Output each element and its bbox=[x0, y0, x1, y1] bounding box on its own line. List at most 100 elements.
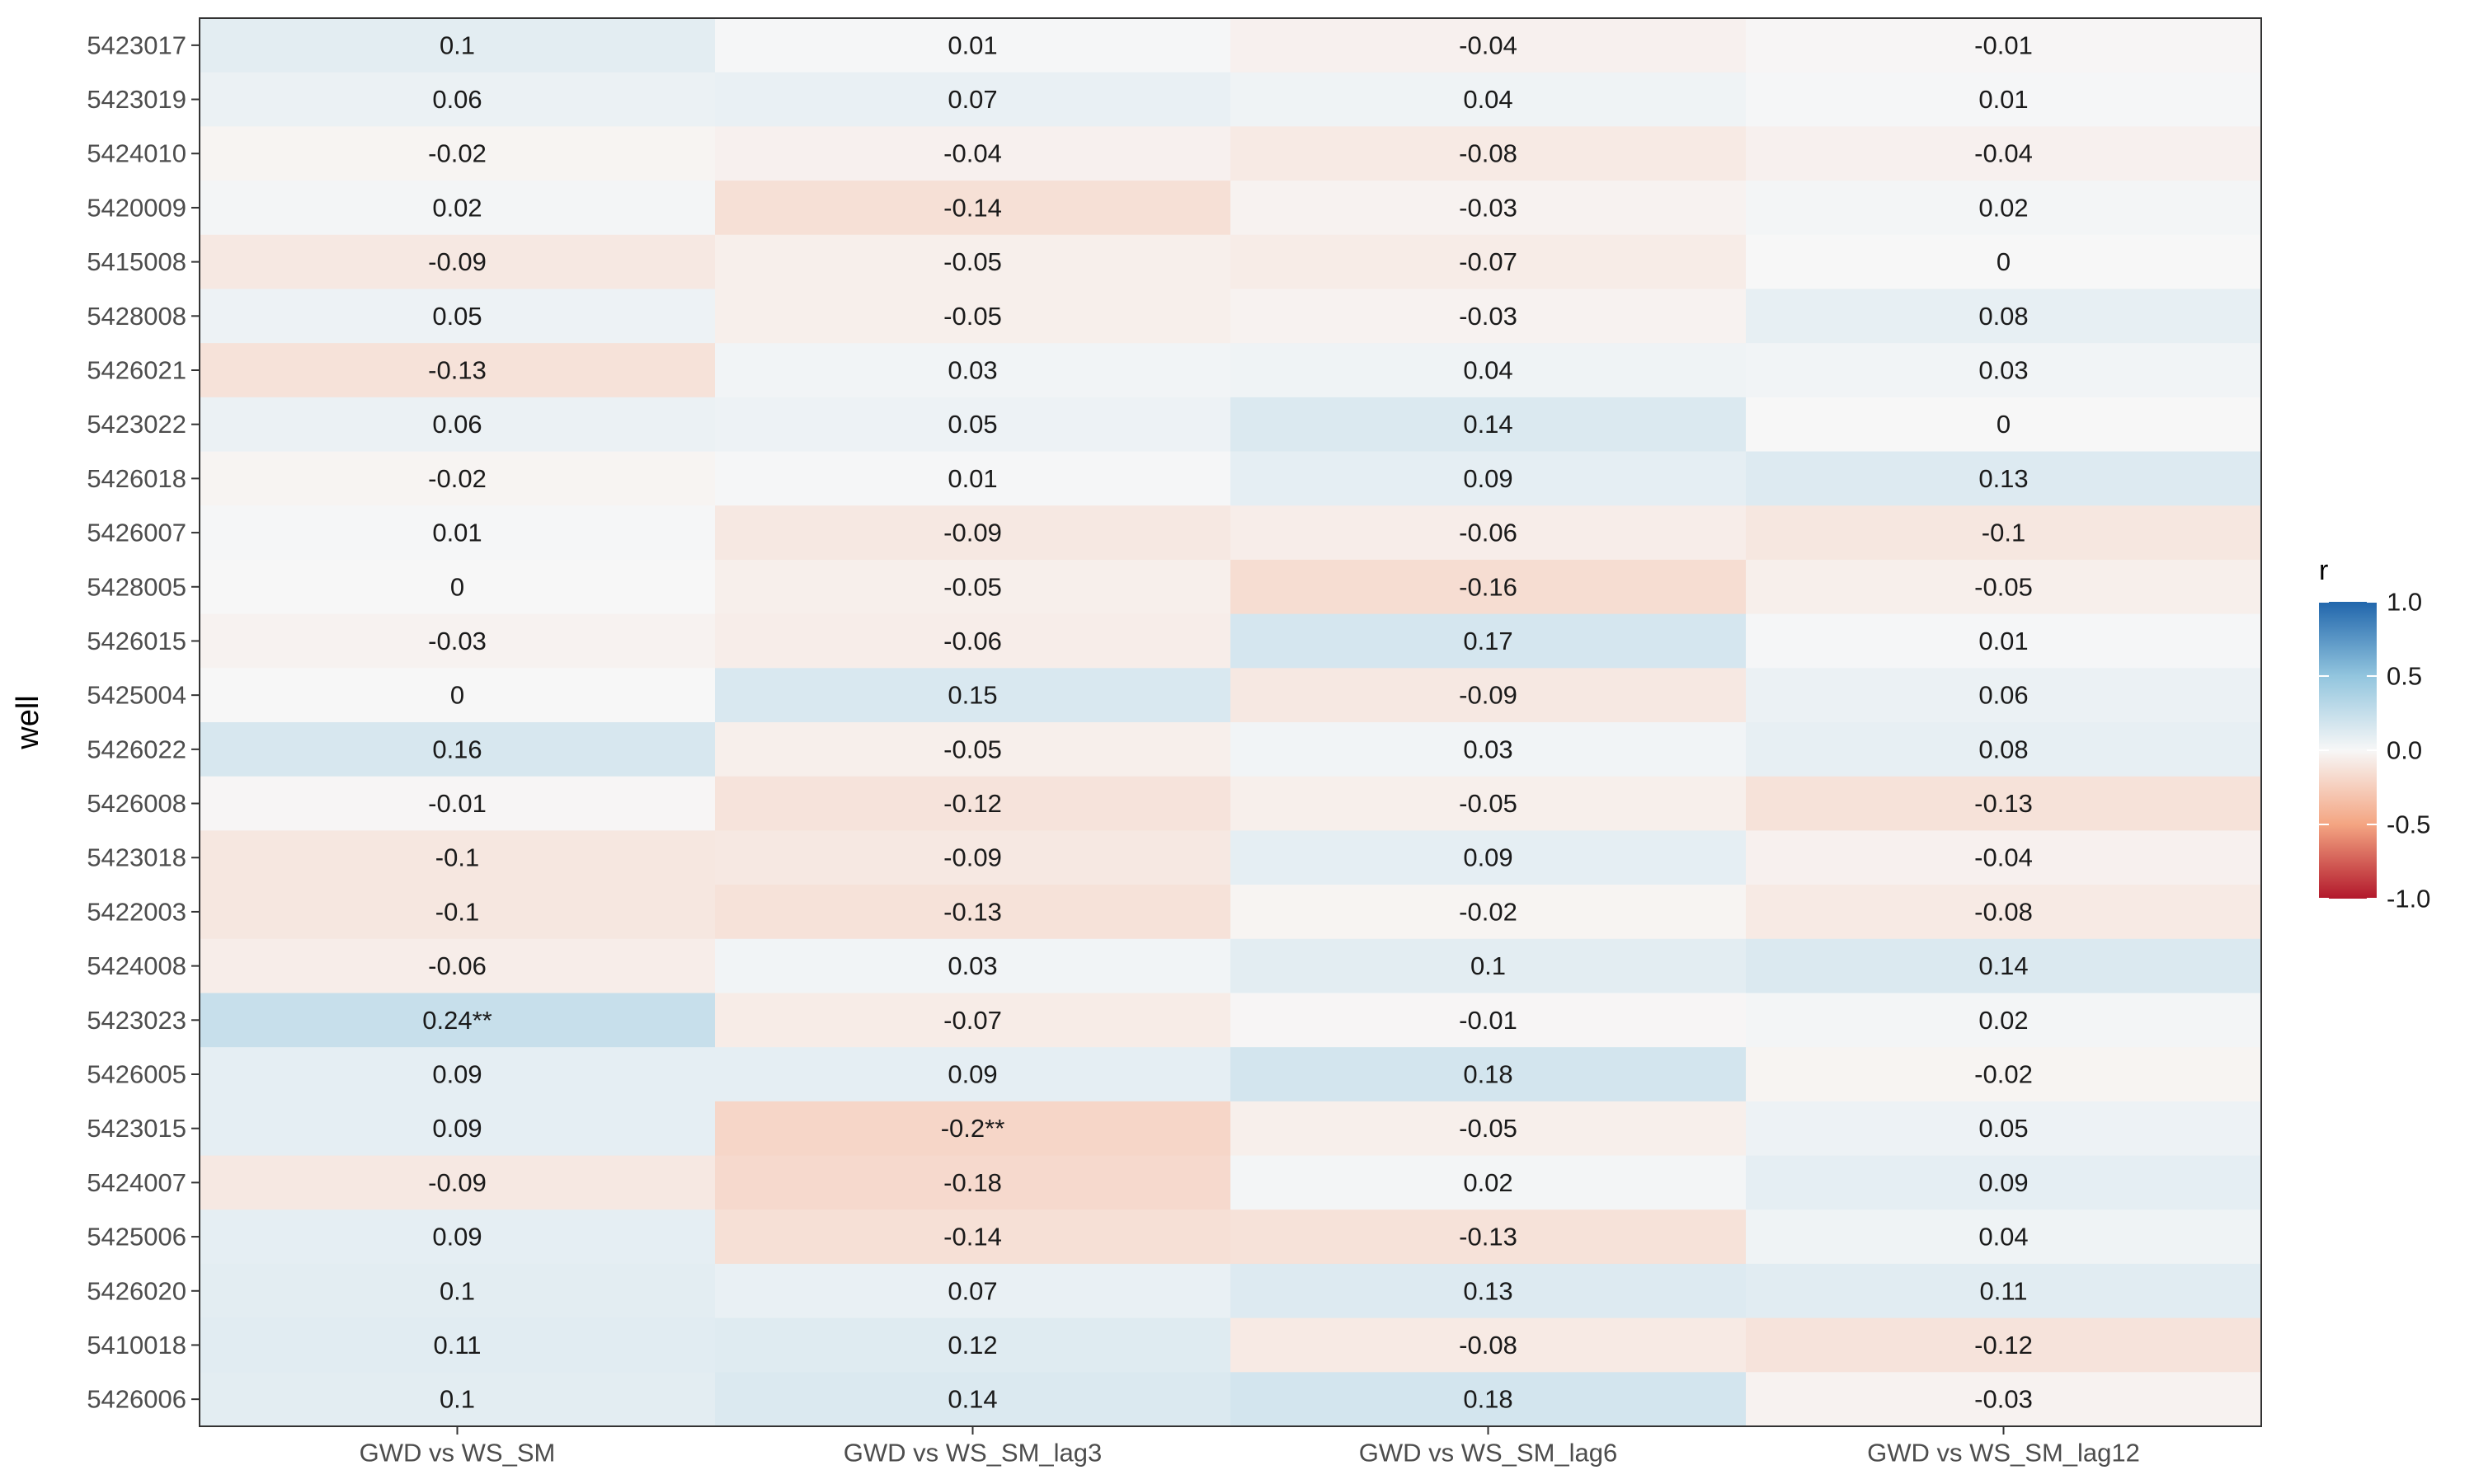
cell-value-label: 0.03 bbox=[1978, 356, 2028, 385]
cell-value-label: -0.05 bbox=[943, 247, 1002, 276]
heatmap-cell bbox=[715, 722, 1231, 777]
heatmap-cell bbox=[715, 1101, 1231, 1157]
cell-value-label: 0.24** bbox=[422, 1006, 492, 1035]
heatmap-cell bbox=[1746, 126, 2262, 181]
y-tick-label: 5426007 bbox=[87, 519, 186, 547]
heatmap-cell bbox=[200, 613, 716, 669]
cell-value-label: -0.13 bbox=[428, 356, 487, 385]
heatmap-cell bbox=[200, 72, 716, 127]
heatmap-cell bbox=[1746, 397, 2262, 453]
cell-value-label: 0.1 bbox=[440, 1276, 475, 1305]
y-tick-label: 5425006 bbox=[87, 1223, 186, 1252]
heatmap-cell bbox=[1230, 830, 1747, 885]
heatmap-cell bbox=[1230, 1263, 1747, 1319]
cell-value-label: 0.08 bbox=[1978, 735, 2028, 763]
cell-value-label: 0.09 bbox=[432, 1114, 482, 1143]
heatmap-cell bbox=[200, 289, 716, 344]
cell-value-label: -0.02 bbox=[1974, 1060, 2033, 1089]
cell-value-label: -0.07 bbox=[1459, 247, 1517, 276]
cell-value-label: 0.1 bbox=[1470, 951, 1506, 980]
heatmap-cell bbox=[1230, 72, 1747, 127]
heatmap-cell bbox=[715, 1155, 1231, 1210]
cell-value-label: -0.05 bbox=[943, 302, 1002, 331]
legend-tick-label: 0.0 bbox=[2387, 736, 2422, 765]
heatmap-cell bbox=[1230, 397, 1747, 453]
cell-value-label: 0.02 bbox=[1978, 1006, 2028, 1035]
heatmap-cells bbox=[200, 18, 2262, 1427]
cell-value-label: -0.12 bbox=[943, 789, 1002, 818]
heatmap-cell bbox=[1746, 1047, 2262, 1102]
heatmap-cell bbox=[1230, 505, 1747, 561]
cell-value-label: 0.07 bbox=[948, 1276, 997, 1305]
y-tick-label: 5415008 bbox=[87, 247, 186, 276]
heatmap-cell bbox=[1746, 343, 2262, 398]
heatmap-cell bbox=[715, 234, 1231, 289]
heatmap-cell bbox=[200, 1101, 716, 1157]
cell-value-label: 0.13 bbox=[1463, 1276, 1512, 1305]
y-tick-label: 5420009 bbox=[87, 193, 186, 222]
heatmap-cell bbox=[1746, 72, 2262, 127]
cell-value-label: 0.05 bbox=[948, 410, 997, 439]
heatmap-cell bbox=[715, 343, 1231, 398]
cell-value-label: -0.2** bbox=[941, 1114, 1005, 1143]
cell-value-label: -0.18 bbox=[943, 1168, 1002, 1197]
cell-value-label: -0.03 bbox=[1459, 193, 1517, 222]
cell-value-label: 0.11 bbox=[1979, 1276, 2027, 1305]
heatmap-cell bbox=[1230, 126, 1747, 181]
cell-value-label: -0.08 bbox=[1974, 897, 2033, 926]
y-tick-label: 5423015 bbox=[87, 1114, 186, 1143]
cell-value-label: -0.02 bbox=[428, 139, 487, 168]
heatmap-cell bbox=[1230, 938, 1747, 993]
cell-value-label: -0.05 bbox=[943, 572, 1002, 601]
cell-value-label: 0.02 bbox=[1463, 1168, 1512, 1197]
heatmap-cell bbox=[1746, 451, 2262, 506]
heatmap-cell bbox=[1230, 1047, 1747, 1102]
heatmap-cell bbox=[1746, 289, 2262, 344]
cell-value-label: 0.12 bbox=[948, 1331, 997, 1360]
heatmap-cell bbox=[1230, 234, 1747, 289]
cell-value-label: -0.06 bbox=[428, 951, 487, 980]
cell-value-label: -0.03 bbox=[1459, 302, 1517, 331]
cell-value-label: -0.04 bbox=[1974, 843, 2033, 872]
heatmap-cell bbox=[715, 1263, 1231, 1319]
x-axis: GWD vs WS_SM GWD vs WS_SM_lag3 GWD vs WS_S… bbox=[360, 1426, 2140, 1467]
cell-value-label: 0.14 bbox=[948, 1385, 997, 1414]
heatmap-cell bbox=[200, 993, 716, 1048]
cell-value-label: -0.01 bbox=[1974, 31, 2033, 59]
heatmap-cell bbox=[1746, 1372, 2262, 1427]
cell-value-label: -0.09 bbox=[943, 843, 1002, 872]
heatmap-cell bbox=[715, 1209, 1231, 1265]
cell-value-label: -0.06 bbox=[1459, 519, 1517, 547]
cell-value-label: -0.05 bbox=[1459, 789, 1517, 818]
x-tick-label: GWD vs WS_SM_lag12 bbox=[1867, 1438, 2140, 1467]
cell-value-label: -0.02 bbox=[428, 464, 487, 493]
cell-value-label: -0.06 bbox=[943, 627, 1002, 655]
y-tick-label: 5426005 bbox=[87, 1060, 186, 1089]
heatmap-cell bbox=[200, 830, 716, 885]
heatmap-cell bbox=[715, 289, 1231, 344]
cell-value-label: 0.03 bbox=[1463, 735, 1512, 763]
heatmap-cell bbox=[200, 1372, 716, 1427]
heatmap-cell bbox=[200, 938, 716, 993]
cell-value-label: 0 bbox=[450, 572, 464, 601]
cell-value-label: -0.14 bbox=[943, 1223, 1002, 1252]
heatmap-cell bbox=[1230, 343, 1747, 398]
y-tick-label: 5424007 bbox=[87, 1168, 186, 1197]
cell-value-label: 0.14 bbox=[1463, 410, 1512, 439]
heatmap-cell bbox=[1746, 668, 2262, 723]
cell-value-label: -0.1 bbox=[1982, 519, 2025, 547]
heatmap-cell bbox=[1746, 559, 2262, 615]
heatmap-cell bbox=[1230, 613, 1747, 669]
cell-value-label: 0.01 bbox=[948, 31, 997, 59]
cell-value-label: 0.09 bbox=[948, 1060, 997, 1089]
cell-value-label: 0 bbox=[1997, 410, 2011, 439]
heatmap-cell bbox=[200, 126, 716, 181]
cell-value-label: 0.06 bbox=[432, 85, 482, 114]
legend-title: r bbox=[2319, 555, 2328, 586]
cell-value-label: 0.03 bbox=[948, 951, 997, 980]
heatmap-cell bbox=[1746, 776, 2262, 831]
heatmap-cell bbox=[1230, 1155, 1747, 1210]
cell-value-label: -0.02 bbox=[1459, 897, 1517, 926]
legend-tick-label: -0.5 bbox=[2387, 810, 2430, 839]
heatmap-cell bbox=[1230, 1209, 1747, 1265]
